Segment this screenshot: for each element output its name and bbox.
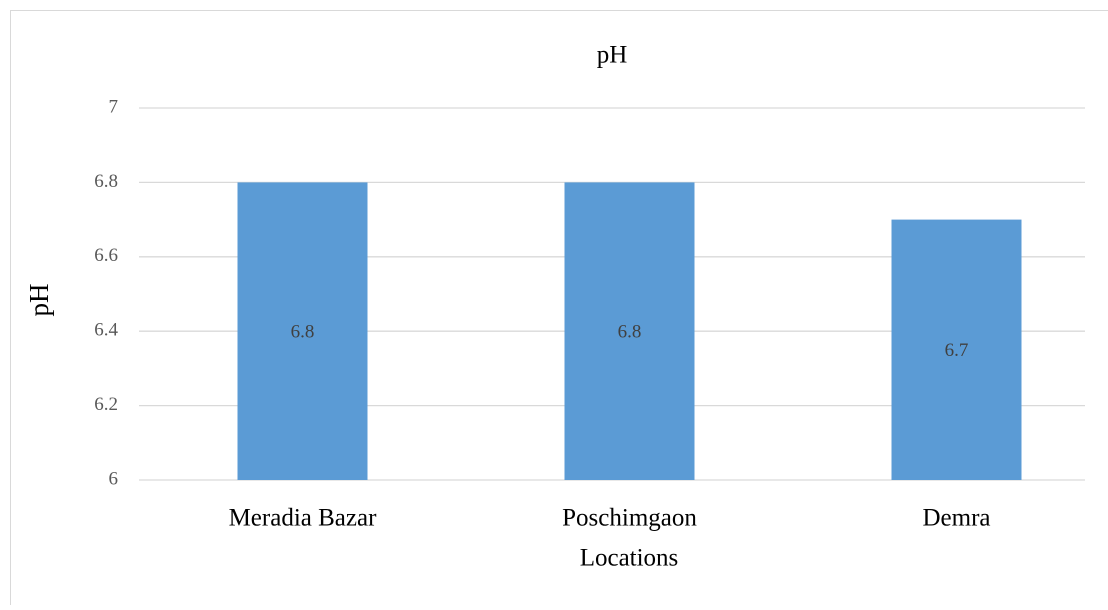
- y-tick-label: 6.8: [94, 171, 118, 192]
- y-axis-title: pH: [24, 284, 54, 317]
- data-label: 6.7: [945, 340, 969, 361]
- data-label: 6.8: [291, 322, 315, 343]
- x-tick-label: Demra: [922, 505, 990, 532]
- y-tick-label: 7: [109, 96, 119, 117]
- x-tick-label: Poschimgaon: [562, 505, 697, 532]
- y-tick-label: 6.4: [94, 320, 118, 341]
- y-tick-label: 6.6: [94, 245, 118, 266]
- chart-title: pH: [597, 42, 628, 69]
- data-label: 6.8: [618, 322, 642, 343]
- x-tick-label: Meradia Bazar: [229, 505, 378, 532]
- y-tick-label: 6.2: [94, 394, 118, 415]
- y-tick-label: 6: [109, 468, 119, 489]
- x-axis-title: Locations: [580, 545, 679, 572]
